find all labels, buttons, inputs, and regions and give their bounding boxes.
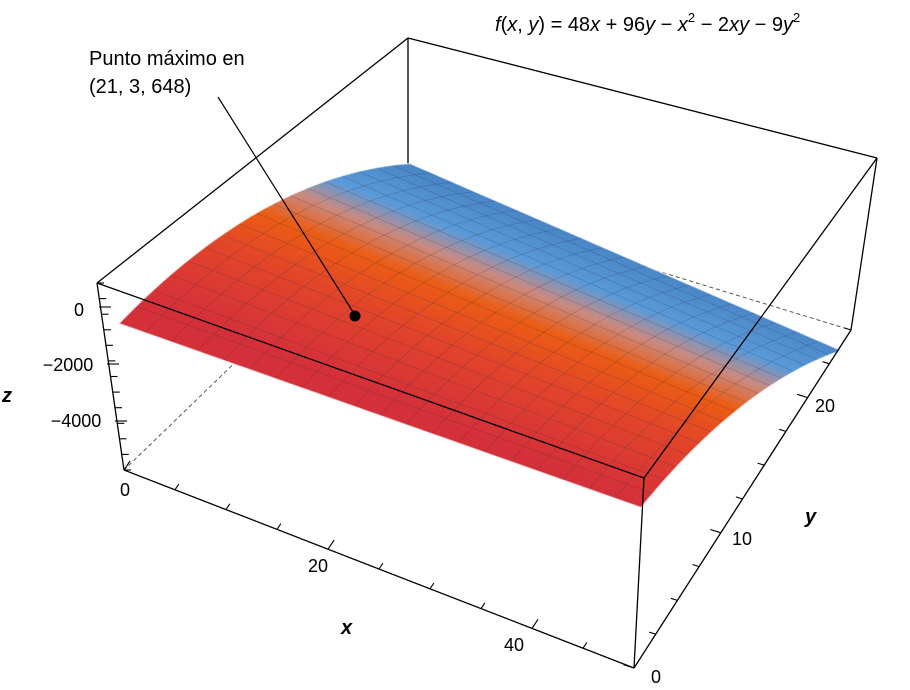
tick-mark [735,496,743,500]
tick-mark [779,428,787,432]
tick-mark [822,361,830,365]
surface [117,162,844,509]
y-tick-labels: 0 10 20 [651,396,835,687]
z-tick-labels: 0 −2000 −4000 [43,300,102,431]
x-tick-labels: 0 20 40 [120,480,524,655]
z-axis-ticks [97,282,131,471]
tick-mark [225,503,231,510]
max-point-marker [349,310,361,322]
annotation-line-1: Punto máximo en [89,48,245,70]
y-axis-label: y [804,506,817,528]
y-tick-label: 10 [732,529,752,549]
tick-mark [429,582,435,590]
tick-mark [174,483,180,491]
tick-mark [710,528,721,534]
x-tick-label: 20 [308,556,328,576]
tick-mark [692,563,700,568]
x-tick-label: 0 [120,480,130,500]
tick-mark [378,562,384,570]
z-tick-label: −2000 [43,355,94,375]
x-axis-ticks [123,460,639,669]
tick-mark [844,327,852,331]
tick-mark [123,460,131,471]
z-axis-label: z [1,385,12,407]
tick-mark [327,539,335,550]
y-axis-ticks [623,327,852,669]
max-point-annotation: Punto máximo en (21, 3, 648) [89,48,361,322]
tick-mark [480,602,486,609]
x-axis-label: x [340,617,353,639]
y-tick-label: 20 [815,396,835,416]
tick-mark [796,393,808,399]
tick-mark [582,642,588,649]
function-title: f(x, y) = 48x + 96y − x2 − 2xy − 9y2 [495,10,800,36]
z-tick-label: −4000 [51,411,102,431]
tick-mark [633,661,639,669]
annotation-line-2: (21, 3, 648) [89,76,191,98]
tick-mark [276,523,282,530]
z-tick-label: 0 [74,300,84,320]
annotation-leader [217,96,354,313]
x-tick-label: 40 [504,635,524,655]
tick-mark [623,664,635,669]
tick-mark [670,597,678,601]
y-tick-label: 0 [651,667,661,687]
surface-mesh [135,164,830,499]
tick-mark [757,462,765,466]
tick-mark [531,618,539,629]
tick-mark [648,631,656,635]
